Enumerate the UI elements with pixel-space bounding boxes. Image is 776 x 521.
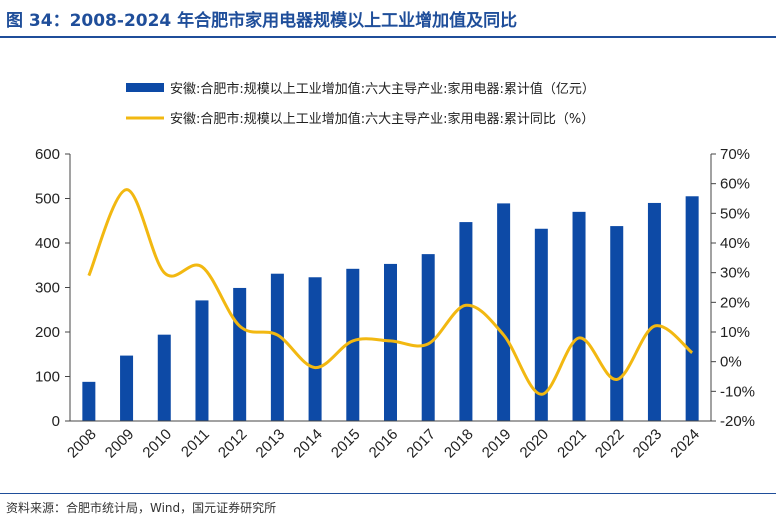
x-tick-label: 2023 (630, 426, 666, 462)
x-tick-label: 2015 (328, 426, 364, 462)
legend-label-line: 安徽:合肥市:规模以上工业增加值:六大主导产业:家用电器:累计同比（%） (170, 111, 594, 127)
x-tick-label: 2011 (178, 426, 213, 461)
left-tick-label: 500 (35, 191, 60, 208)
x-tick-label: 2014 (290, 426, 326, 462)
bar-2014 (308, 277, 322, 421)
legend-label-bar: 安徽:合肥市:规模以上工业增加值:六大主导产业:家用电器:累计值（亿元） (170, 81, 595, 97)
bar-2010 (157, 334, 171, 421)
x-tick-label: 2022 (592, 426, 628, 462)
bar-2016 (384, 263, 397, 421)
right-tick-label: 10% (720, 324, 750, 341)
bar-2015 (346, 268, 360, 421)
x-tick-label: 2019 (479, 426, 515, 462)
x-tick-label: 2009 (102, 426, 138, 462)
bar-2009 (120, 355, 134, 421)
right-tick-label: 20% (720, 294, 750, 311)
x-tick-label: 2024 (667, 426, 703, 462)
bar-series (82, 196, 699, 421)
x-tick-label: 2021 (554, 426, 590, 462)
left-tick-label: 0 (52, 413, 60, 430)
x-tick-label: 2020 (517, 426, 553, 462)
x-tick-label: 2008 (64, 426, 100, 462)
right-tick-label: 60% (720, 176, 750, 193)
legend-swatch-bar (126, 83, 164, 92)
x-tick-label: 2013 (253, 426, 289, 462)
title-divider (0, 36, 776, 38)
right-tick-label: -10% (720, 383, 755, 400)
left-tick-label: 200 (35, 324, 60, 341)
left-tick-label: 600 (35, 146, 60, 163)
right-tick-label: -20% (720, 413, 755, 430)
figure-title: 图 34：2008-2024 年合肥市家用电器规模以上工业增加值及同比 (6, 11, 518, 31)
right-tick-label: 0% (720, 354, 742, 371)
footer-divider (0, 493, 776, 494)
combo-chart: 安徽:合肥市:规模以上工业增加值:六大主导产业:家用电器:累计值（亿元） 安徽:合… (35, 81, 755, 462)
x-tick-label: 2010 (139, 426, 175, 462)
bar-2017 (421, 254, 435, 421)
right-tick-label: 30% (720, 265, 750, 282)
right-tick-label: 50% (720, 205, 750, 222)
bar-2018 (459, 222, 473, 421)
x-tick-label: 2012 (215, 426, 251, 462)
right-tick-label: 40% (720, 235, 750, 252)
bar-2024 (685, 196, 699, 421)
left-tick-label: 300 (35, 280, 60, 297)
bar-2023 (647, 202, 661, 421)
x-tick-label: 2018 (441, 426, 477, 462)
right-tick-label: 70% (720, 146, 750, 163)
source-note: 资料来源：合肥市统计局，Wind，国元证券研究所 (6, 501, 277, 515)
left-tick-label: 400 (35, 235, 60, 252)
bar-2013 (270, 273, 284, 421)
bar-2011 (195, 300, 209, 421)
bar-2019 (497, 203, 511, 421)
yoy-line (87, 188, 694, 396)
bar-2008 (82, 381, 96, 421)
bar-2022 (610, 226, 624, 421)
x-tick-label: 2017 (403, 426, 439, 462)
legend: 安徽:合肥市:规模以上工业增加值:六大主导产业:家用电器:累计值（亿元） 安徽:合… (126, 81, 595, 127)
bar-2021 (572, 211, 586, 421)
bar-2020 (534, 228, 548, 421)
bar-2012 (233, 287, 247, 421)
left-tick-label: 100 (35, 369, 60, 386)
x-tick-label: 2016 (366, 426, 402, 462)
